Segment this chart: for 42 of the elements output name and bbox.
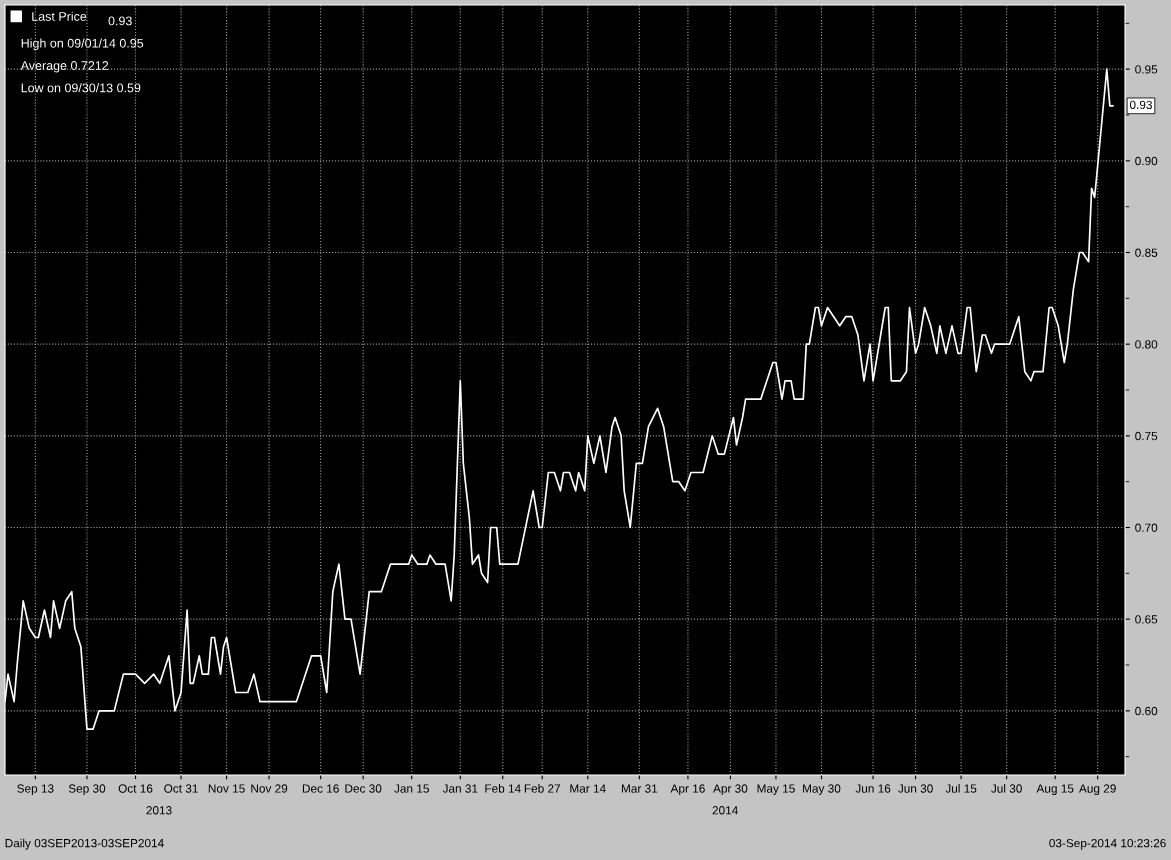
x-tick-label: Mar 31 <box>621 784 658 793</box>
legend-label: Last Price <box>32 11 87 21</box>
x-tick-label: Feb 27 <box>524 784 561 793</box>
y-tick-label: 0.85 <box>1135 248 1158 257</box>
y-tick-label: 0.90 <box>1135 156 1158 166</box>
x-tick-label: Sep 13 <box>17 784 54 796</box>
y-tick-label: 0.70 <box>1135 523 1158 532</box>
x-tick-label: Dec 16 <box>302 784 339 793</box>
x-tick-label: Jan 15 <box>394 784 429 793</box>
text: 2013 <box>146 806 172 815</box>
x-tick-label: May 15 <box>757 784 795 796</box>
x-tick-label: Sep 30 <box>68 784 106 796</box>
y-tick-label: 0.95 <box>1135 65 1158 74</box>
text: Daily 03SEP2013-03SEP2014 <box>5 838 164 850</box>
x-tick-label: Mar 14 <box>570 784 606 793</box>
x-tick-label: Oct 16 <box>118 784 153 793</box>
text: 03-Sep-2014 10:23:26 <box>1049 838 1166 850</box>
x-tick-label: Apr 16 <box>670 784 705 796</box>
x-tick-label: Aug 29 <box>1079 784 1116 796</box>
x-tick-label: Jul 15 <box>945 784 977 793</box>
x-tick-label: May 30 <box>803 784 841 796</box>
x-tick-label: Oct 31 <box>164 784 198 793</box>
annotation: 0.93 <box>108 16 132 26</box>
annotation: Low on 09/30/13 0.59 <box>21 83 141 93</box>
y-tick-label: 0.60 <box>1135 706 1158 716</box>
x-tick-label: Nov 15 <box>208 784 245 793</box>
y-tick-label: 0.80 <box>1135 340 1158 349</box>
text: 2014 <box>712 806 738 815</box>
x-tick-label: Apr 30 <box>713 784 748 796</box>
x-tick-label: Jun 30 <box>898 784 933 793</box>
annotation: High on 09/01/14 0.95 <box>21 38 144 51</box>
y-tick-label: 0.75 <box>1135 431 1158 441</box>
x-tick-label: Feb 14 <box>485 784 521 793</box>
annotation: 0.93 <box>1129 100 1152 109</box>
x-tick-label: Jul 30 <box>991 784 1022 793</box>
x-tick-label: Aug 15 <box>1036 784 1074 796</box>
x-tick-label: Jun 16 <box>855 784 891 793</box>
x-tick-label: Nov 29 <box>251 784 288 793</box>
x-tick-label: Dec 30 <box>345 784 382 793</box>
x-tick-label: Jan 31 <box>442 784 478 793</box>
annotation: Average 0.7212 <box>20 61 109 73</box>
y-tick-label: 0.65 <box>1135 615 1158 624</box>
